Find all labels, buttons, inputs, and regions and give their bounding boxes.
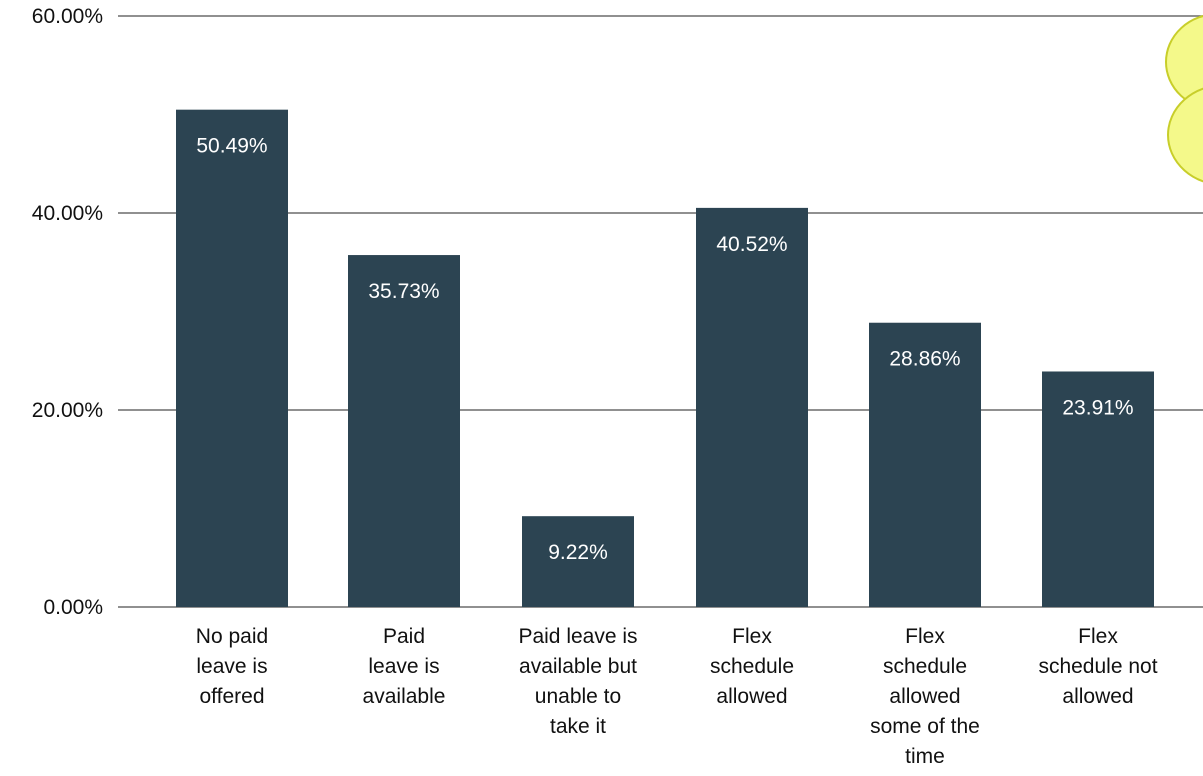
bar (1042, 371, 1154, 607)
decorative-shapes (1165, 15, 1203, 183)
x-category-label-line: Flex (732, 625, 772, 648)
x-category-label-line: allowed (889, 685, 960, 708)
x-category-label-line: schedule not (1038, 655, 1157, 678)
x-category-label: Flex schedule not allowed (1038, 625, 1157, 708)
x-category-label: Paid leave is available but unable to take … (518, 625, 637, 738)
y-axis-tick-labels: 0.00% 20.00% 40.00% 60.00% (32, 5, 103, 619)
x-category-label-line: available but (519, 655, 637, 678)
bar-value-label: 28.86% (889, 348, 960, 371)
x-category-label-line: unable to (535, 685, 621, 708)
decorative-yellow-circle-bottom (1167, 87, 1203, 183)
y-tick-label: 60.00% (32, 5, 103, 28)
x-category-label-line: leave is (196, 655, 267, 678)
bar (869, 322, 981, 607)
x-category-label: No paid leave is offered (196, 625, 268, 708)
bar-value-label: 50.49% (196, 135, 267, 158)
bars: 50.49% 35.73% 9.22% 40.52% 28.86% 23.91% (176, 109, 1154, 608)
x-category-label-line: Flex (905, 625, 945, 648)
x-category-label-line: schedule (883, 655, 967, 678)
x-category-label-line: leave is (368, 655, 439, 678)
x-category-label-line: Paid leave is (518, 625, 637, 648)
x-category-label-line: schedule (710, 655, 794, 678)
x-category-label-line: allowed (716, 685, 787, 708)
x-category-label-line: time (905, 745, 945, 768)
x-category-label: Paid leave is available (363, 625, 446, 708)
bar (348, 255, 460, 607)
x-category-label-line: take it (550, 715, 606, 738)
gridlines (118, 15, 1203, 608)
bar-value-label: 35.73% (368, 280, 439, 303)
bar (696, 207, 808, 608)
x-category-label: Flex schedule allowed some of the time (870, 625, 980, 768)
x-category-label-line: Paid (383, 625, 425, 648)
y-tick-label: 0.00% (43, 596, 103, 619)
y-tick-label: 40.00% (32, 202, 103, 225)
x-axis-category-labels: No paid leave is offered Paid leave is availa… (196, 625, 1158, 768)
decorative-yellow-circle-top (1165, 15, 1203, 109)
x-category-label-line: Flex (1078, 625, 1118, 648)
y-tick-label: 20.00% (32, 399, 103, 422)
bar-value-label: 23.91% (1062, 396, 1133, 419)
x-category-label-line: No paid (196, 625, 268, 648)
bar-value-label: 40.52% (716, 233, 787, 256)
x-category-label: Flex schedule allowed (710, 625, 794, 708)
x-category-label-line: allowed (1062, 685, 1133, 708)
x-category-label-line: available (363, 685, 446, 708)
bar (522, 516, 634, 607)
x-category-label-line: offered (200, 685, 265, 708)
bar (176, 109, 288, 608)
bar-value-label: 9.22% (548, 541, 608, 564)
x-category-label-line: some of the (870, 715, 980, 738)
